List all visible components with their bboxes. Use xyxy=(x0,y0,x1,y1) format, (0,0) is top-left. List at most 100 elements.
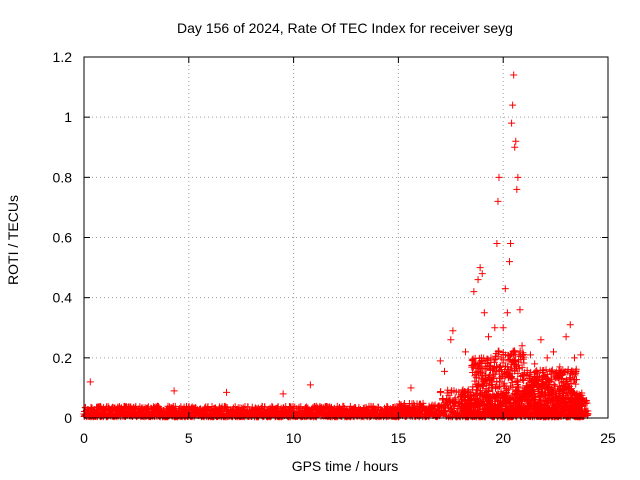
data-point xyxy=(508,119,516,127)
data-point xyxy=(503,309,511,317)
x-axis-label: GPS time / hours xyxy=(292,458,399,474)
data-point xyxy=(572,376,580,384)
data-point xyxy=(519,376,527,384)
data-point xyxy=(577,351,585,359)
data-point xyxy=(490,358,498,366)
data-point xyxy=(449,327,457,335)
data-point xyxy=(564,365,572,373)
x-tick-label: 10 xyxy=(286,430,302,446)
data-point xyxy=(441,367,449,375)
data-point xyxy=(444,386,452,394)
data-point xyxy=(231,403,239,411)
data-point xyxy=(499,324,507,332)
data-point xyxy=(514,173,522,181)
data-point xyxy=(485,388,493,396)
data-point xyxy=(548,367,556,375)
data-point xyxy=(510,356,518,364)
y-tick-label: 0.4 xyxy=(53,290,73,306)
data-point xyxy=(548,366,556,374)
data-point xyxy=(494,384,502,392)
data-point xyxy=(437,388,445,396)
data-point xyxy=(513,185,521,193)
data-point xyxy=(493,240,501,248)
data-point xyxy=(474,276,482,284)
data-point xyxy=(491,324,499,332)
data-point xyxy=(543,354,551,362)
data-point xyxy=(436,357,444,365)
chart-title: Day 156 of 2024, Rate Of TEC Index for r… xyxy=(177,20,513,36)
data-point xyxy=(507,240,515,248)
data-point xyxy=(570,354,578,362)
data-point xyxy=(496,378,504,386)
data-point xyxy=(450,402,458,410)
data-point xyxy=(495,173,503,181)
y-tick-label: 1 xyxy=(64,109,72,125)
data-point xyxy=(537,336,545,344)
y-tick-label: 0.2 xyxy=(53,350,73,366)
data-point xyxy=(526,351,534,359)
x-tick-label: 20 xyxy=(495,430,511,446)
data-point xyxy=(155,404,163,412)
data-point xyxy=(425,413,433,421)
data-point xyxy=(499,356,507,364)
data-point xyxy=(578,391,586,399)
data-point xyxy=(223,388,231,396)
data-point xyxy=(540,390,548,398)
data-point xyxy=(485,333,493,341)
data-point xyxy=(306,381,314,389)
data-point xyxy=(583,399,591,407)
data-point xyxy=(548,376,556,384)
data-point xyxy=(503,386,511,394)
data-point xyxy=(482,365,490,373)
data-point xyxy=(511,143,519,151)
y-axis-label: ROTI / TECUs xyxy=(5,195,21,285)
data-point xyxy=(556,363,564,371)
data-point xyxy=(550,348,558,356)
data-point xyxy=(520,353,528,361)
data-point xyxy=(447,336,455,344)
data-point xyxy=(495,347,503,355)
data-point xyxy=(509,101,517,109)
x-tick-label: 25 xyxy=(600,430,616,446)
data-point xyxy=(488,381,496,389)
data-point xyxy=(506,396,514,404)
data-point xyxy=(510,71,518,79)
data-point xyxy=(480,309,488,317)
data-point xyxy=(562,333,570,341)
data-point xyxy=(518,364,526,372)
y-tick-label: 0.6 xyxy=(53,230,73,246)
data-point xyxy=(407,384,415,392)
y-tick-label: 0.8 xyxy=(53,169,73,185)
x-tick-label: 15 xyxy=(391,430,407,446)
data-point xyxy=(519,349,527,357)
data-point xyxy=(540,371,548,379)
data-point xyxy=(501,285,509,293)
data-point xyxy=(516,306,524,314)
data-point xyxy=(451,394,459,402)
y-tick-label: 1.2 xyxy=(53,49,73,65)
data-point xyxy=(478,270,486,278)
data-point xyxy=(505,258,513,266)
data-point xyxy=(531,360,539,368)
axis-ticks: 0 5 10 15 20 25 0 0.2 0.4 0.6 0.8 1 1.2 xyxy=(53,49,616,446)
data-point xyxy=(518,342,526,350)
data-point xyxy=(571,371,579,379)
data-point xyxy=(279,390,287,398)
data-point xyxy=(476,264,484,272)
data-point xyxy=(542,366,550,374)
data-point xyxy=(550,380,558,388)
data-point xyxy=(548,385,556,393)
data-point xyxy=(470,288,478,296)
data-point xyxy=(480,354,488,362)
data-point xyxy=(477,358,485,366)
data-point xyxy=(471,372,479,380)
x-tick-label: 5 xyxy=(185,430,193,446)
data-point xyxy=(523,366,531,374)
data-point xyxy=(520,377,528,385)
data-point xyxy=(494,197,502,205)
data-point xyxy=(86,378,94,386)
x-tick-label: 0 xyxy=(80,430,88,446)
data-point xyxy=(449,403,457,411)
data-point xyxy=(261,403,269,411)
data-point xyxy=(511,348,519,356)
